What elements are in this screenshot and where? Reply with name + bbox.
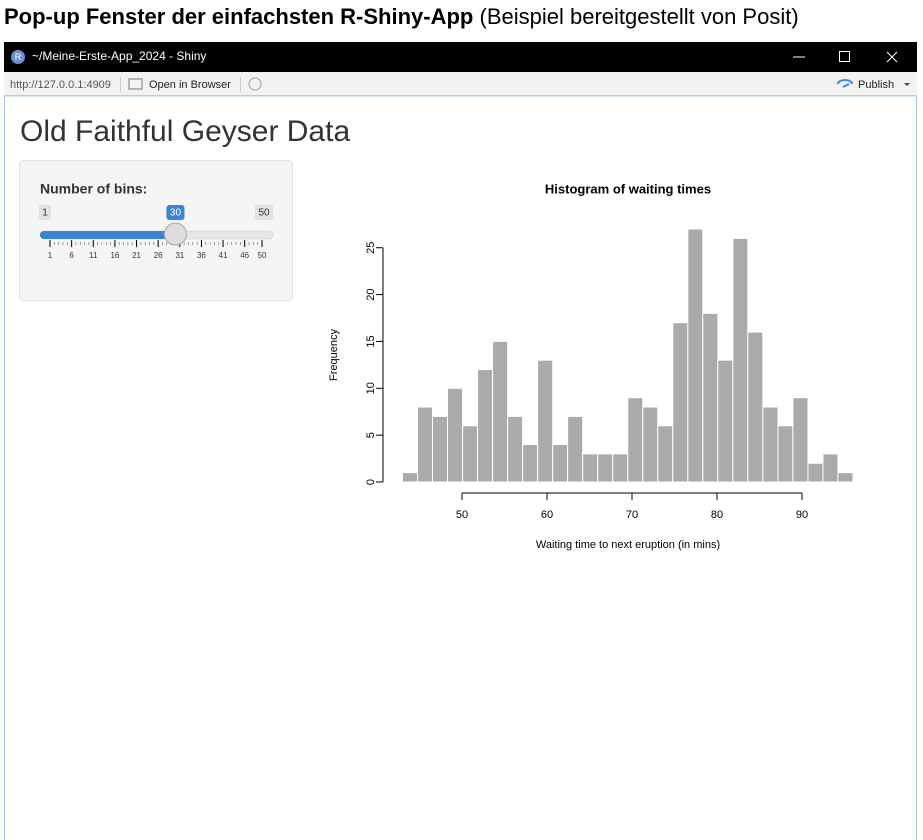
bar [462, 425, 479, 483]
bar [762, 406, 779, 483]
title-bar [4, 42, 917, 72]
slider-tick-label: 21 [132, 251, 141, 260]
bar [537, 359, 554, 483]
url: http://127.0.0.1:4909 [10, 79, 111, 91]
slider-value: 30 [170, 208, 182, 219]
bar [597, 453, 614, 483]
x-axis-label: Waiting time to next eruption (in mins) [536, 539, 720, 551]
slider-tick-label: 11 [89, 251, 98, 260]
publish-menu[interactable] [904, 83, 910, 86]
refresh-button[interactable] [248, 77, 262, 91]
x-tick-label: 50 [456, 509, 468, 521]
bar [792, 397, 809, 483]
bar [837, 472, 854, 483]
bar [717, 359, 734, 483]
x-tick-label: 90 [796, 509, 808, 521]
bar [657, 425, 674, 483]
bar [612, 453, 629, 483]
publish-button[interactable]: Publish [858, 79, 894, 91]
bar [807, 462, 824, 483]
slider-tick-label: 16 [110, 251, 119, 260]
bar [447, 387, 464, 483]
slider-tick-label: 36 [197, 251, 206, 260]
x-tick-label: 60 [541, 509, 553, 521]
bar [402, 472, 419, 483]
bar [822, 453, 839, 483]
caption: Pop-up Fenster der einfachsten R-Shiny-A… [4, 4, 799, 29]
content-border [4, 95, 917, 840]
bar [642, 406, 659, 483]
slider-tick-label: 26 [154, 251, 163, 260]
open-in-browser-button[interactable]: Open in Browser [149, 79, 231, 91]
x-tick-label: 70 [626, 509, 638, 521]
y-tick-label: 5 [365, 432, 377, 438]
bar [687, 228, 704, 483]
bar [627, 397, 644, 483]
slider-label: Number of bins: [40, 181, 147, 197]
bar [777, 425, 794, 483]
bar [732, 237, 749, 483]
toolbar [4, 72, 917, 96]
slider-min: 1 [42, 208, 48, 219]
app-title: Old Faithful Geyser Data [20, 115, 350, 148]
bar [567, 415, 584, 483]
slider-tick-label: 50 [258, 251, 267, 260]
caption-bold: Pop-up Fenster der einfachsten R-Shiny-A… [4, 4, 473, 29]
y-tick-label: 20 [365, 288, 377, 300]
bar [432, 415, 449, 483]
bar [492, 340, 509, 483]
bar [507, 415, 524, 483]
slider-handle[interactable] [163, 222, 187, 246]
caption-normal: (Beispiel bereitgestellt von Posit) [480, 4, 799, 29]
slider-min-box [39, 205, 51, 220]
track-fill [40, 231, 176, 239]
bar [582, 453, 599, 483]
y-axis-label: Frequency [328, 329, 340, 381]
chart-title: Histogram of waiting times [545, 181, 711, 196]
y-tick-label: 25 [365, 242, 377, 254]
slider-tick-label: 31 [175, 251, 184, 260]
sidebar-panel [19, 160, 293, 301]
slider-value-box [166, 205, 185, 220]
bar [552, 444, 569, 483]
close-button[interactable] [886, 51, 898, 63]
publish-icon [837, 79, 853, 88]
histogram-chart: Histogram of waiting times Waiting time … [328, 181, 854, 551]
slider-max: 50 [258, 208, 270, 219]
bar [747, 331, 764, 483]
bar [417, 406, 434, 483]
open-icon [128, 78, 143, 90]
y-tick-label: 15 [365, 335, 377, 347]
y-tick-label: 10 [365, 382, 377, 394]
slider-tick-label: 46 [240, 251, 249, 260]
window-title: ~/Meine-Erste-App_2024 - Shiny [32, 49, 206, 63]
slider-max-box [255, 205, 273, 220]
maximize-button[interactable] [839, 51, 850, 62]
y-tick-label: 0 [365, 479, 377, 485]
bar [672, 322, 689, 483]
app-icon-letter: R [15, 52, 22, 62]
bar [522, 444, 539, 483]
bar [477, 369, 494, 483]
slider-tick-label: 41 [219, 251, 228, 260]
bar [702, 312, 719, 483]
slider-tick-label: 1 [48, 251, 53, 260]
x-tick-label: 80 [711, 509, 723, 521]
slider-tick-label: 6 [69, 251, 74, 260]
app-icon [11, 50, 25, 64]
